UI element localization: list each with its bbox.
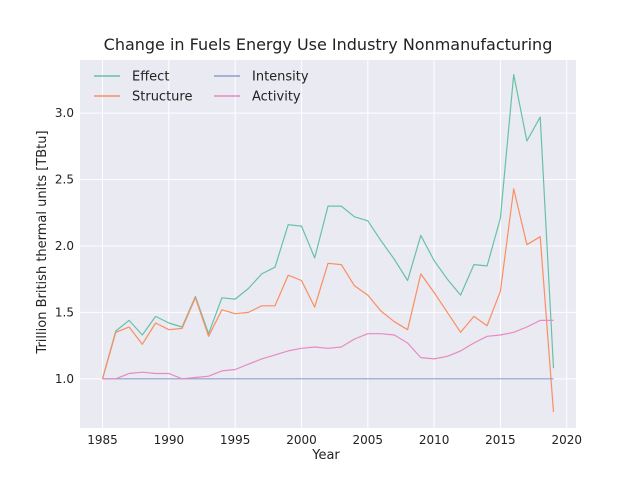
series-line-activity: [102, 319, 554, 380]
legend: Effect Structure Intensity Activity: [94, 70, 309, 105]
grid: [80, 60, 576, 428]
x-axis-label: Year: [311, 448, 340, 463]
y-axis-label: Trillion British thermal units [TBtu]: [35, 130, 50, 354]
series-line-structure: [101, 188, 555, 413]
tick-labels: 1985 1990 1995 2000 2005 2010 2015 2020 1.0 1.5 2.…: [55, 106, 582, 447]
y-tick-label: 1.5: [55, 305, 74, 319]
y-tick-label: 2.0: [55, 239, 74, 253]
y-tick-label: 2.5: [55, 173, 74, 187]
chart-title: Change in Fuels Energy Use Industry Nonm…: [104, 35, 553, 54]
x-tick-label: 2015: [485, 433, 516, 447]
x-tick-label: 2020: [551, 433, 582, 447]
x-tick-label: 1990: [154, 433, 185, 447]
x-tick-label: 1985: [87, 433, 118, 447]
series-lines: [101, 73, 555, 413]
x-tick-label: 2010: [419, 433, 450, 447]
y-tick-label: 1.0: [55, 372, 74, 386]
x-tick-label: 2000: [286, 433, 317, 447]
y-tick-label: 3.0: [55, 106, 74, 120]
legend-label-activity: Activity: [252, 90, 301, 105]
legend-label-structure: Structure: [132, 90, 192, 105]
legend-label-effect: Effect: [132, 70, 169, 85]
legend-label-intensity: Intensity: [252, 70, 309, 85]
series-line-effect: [101, 73, 555, 379]
x-tick-label: 2005: [353, 433, 384, 447]
x-tick-label: 1995: [220, 433, 251, 447]
